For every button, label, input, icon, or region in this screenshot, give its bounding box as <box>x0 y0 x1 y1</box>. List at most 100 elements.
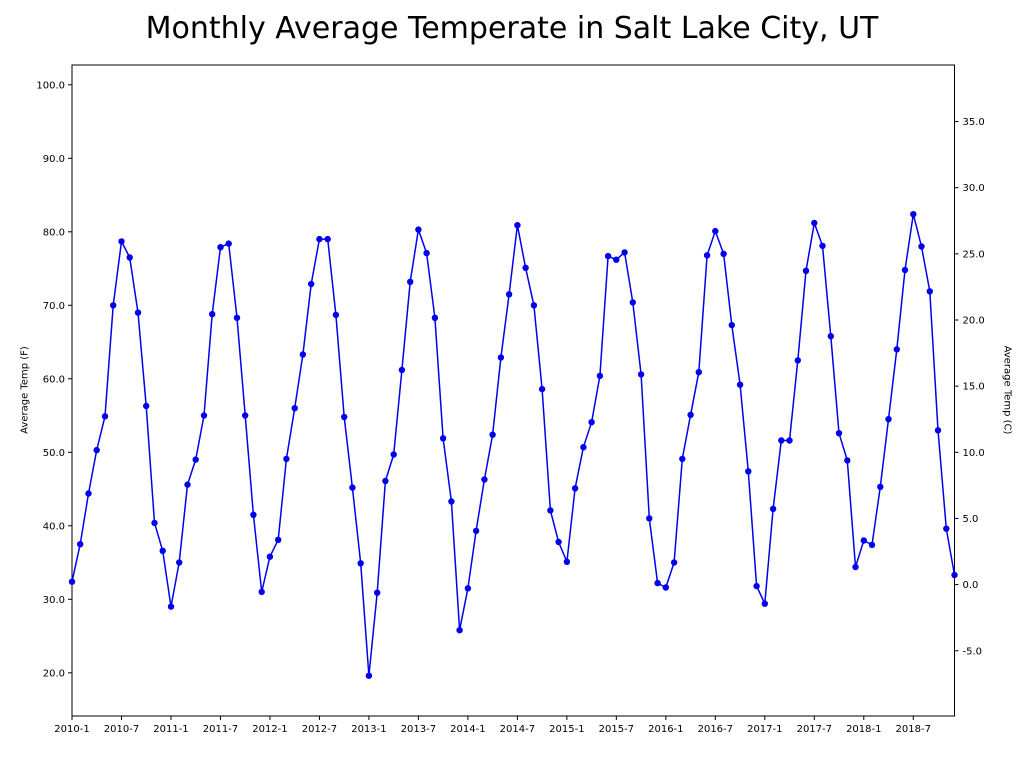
data-point <box>802 267 810 274</box>
data-point <box>242 412 249 419</box>
x-tick-label: 2016-7 <box>698 724 733 735</box>
chart-title: Monthly Average Temperate in Salt Lake C… <box>145 11 879 46</box>
x-tick-label: 2016-1 <box>648 724 683 735</box>
data-point <box>604 252 612 260</box>
data-point <box>580 444 587 451</box>
x-tick-label: 2014-7 <box>500 724 535 735</box>
data-point <box>283 455 290 463</box>
data-point <box>176 559 183 566</box>
data-point <box>134 309 142 316</box>
c-tick-label: 10.0 <box>963 448 985 459</box>
data-point <box>415 226 422 233</box>
data-point <box>308 280 315 288</box>
data-point <box>316 235 323 243</box>
y-axis-label-celsius: Average Temp (C) <box>1001 345 1013 435</box>
y-axis-label-fahrenheit: Average Temp (F) <box>19 346 31 434</box>
data-point <box>654 579 661 587</box>
data-point <box>250 511 257 518</box>
data-point <box>110 302 117 309</box>
data-point <box>497 354 505 361</box>
data-point <box>481 476 488 483</box>
data-point <box>703 252 711 259</box>
x-tick-label: 2011-1 <box>153 724 188 735</box>
data-point <box>761 600 768 607</box>
data-point <box>555 538 562 546</box>
data-point <box>637 371 645 378</box>
c-tick-label: 5.0 <box>963 514 979 525</box>
data-point <box>159 547 166 554</box>
data-point <box>324 235 331 243</box>
data-point <box>85 490 92 497</box>
data-point <box>126 254 133 261</box>
data-point <box>184 481 191 488</box>
data-point <box>382 477 389 485</box>
data-point <box>943 525 950 532</box>
data-point <box>291 405 298 412</box>
data-point <box>728 321 735 329</box>
data-point <box>464 585 472 592</box>
data-point <box>200 412 208 419</box>
f-tick-label: 40.0 <box>43 521 65 532</box>
data-point <box>720 250 727 257</box>
data-point <box>662 584 669 591</box>
data-point <box>901 266 909 274</box>
x-tick-label: 2014-1 <box>450 724 485 735</box>
data-point <box>910 211 917 218</box>
data-point <box>893 346 900 353</box>
data-point <box>431 314 439 321</box>
data-point <box>357 560 364 567</box>
data-point <box>472 527 480 535</box>
data-point <box>769 505 777 513</box>
c-tick-label: 30.0 <box>963 183 985 194</box>
data-point <box>778 437 785 444</box>
data-point <box>439 435 447 442</box>
data-point <box>835 430 843 437</box>
data-point <box>868 541 876 549</box>
data-point <box>613 256 620 263</box>
data-point <box>275 536 282 543</box>
c-tick-label: 0.0 <box>963 580 979 591</box>
data-point <box>794 357 801 364</box>
data-point <box>522 264 529 271</box>
data-point <box>670 559 678 566</box>
c-tick-label: 15.0 <box>963 382 985 393</box>
data-point <box>885 416 892 423</box>
data-point <box>530 302 538 309</box>
data-point <box>926 288 933 295</box>
data-point <box>407 278 414 285</box>
c-tick-label: 25.0 <box>963 249 985 260</box>
data-point <box>745 468 752 475</box>
data-point <box>646 515 653 522</box>
c-tick-label: 35.0 <box>963 117 985 128</box>
data-point <box>456 627 463 634</box>
data-point <box>629 299 636 306</box>
data-point <box>68 578 76 585</box>
data-point <box>423 249 430 257</box>
data-point <box>753 582 760 590</box>
c-tick-label: -5.0 <box>963 646 983 657</box>
data-point <box>934 427 942 434</box>
x-tick-label: 2018-1 <box>846 724 881 735</box>
x-tick-label: 2012-7 <box>302 724 337 735</box>
data-point <box>349 484 356 491</box>
data-point <box>951 571 958 579</box>
data-point <box>827 333 834 340</box>
x-tick-label: 2018-7 <box>896 724 931 735</box>
f-tick-label: 60.0 <box>43 374 65 385</box>
data-point <box>563 558 571 565</box>
x-tick-label: 2010-1 <box>54 724 89 735</box>
data-point <box>860 537 867 544</box>
c-tick-label: 20.0 <box>963 316 985 327</box>
data-point <box>341 413 348 421</box>
data-point <box>143 402 150 410</box>
x-tick-label: 2010-7 <box>104 724 139 735</box>
data-point <box>687 411 694 418</box>
data-point <box>332 311 340 319</box>
data-point <box>736 381 744 388</box>
f-tick-label: 30.0 <box>43 595 65 606</box>
data-point <box>786 437 793 444</box>
data-point <box>209 310 216 318</box>
data-point <box>514 222 521 229</box>
data-point <box>811 219 818 227</box>
